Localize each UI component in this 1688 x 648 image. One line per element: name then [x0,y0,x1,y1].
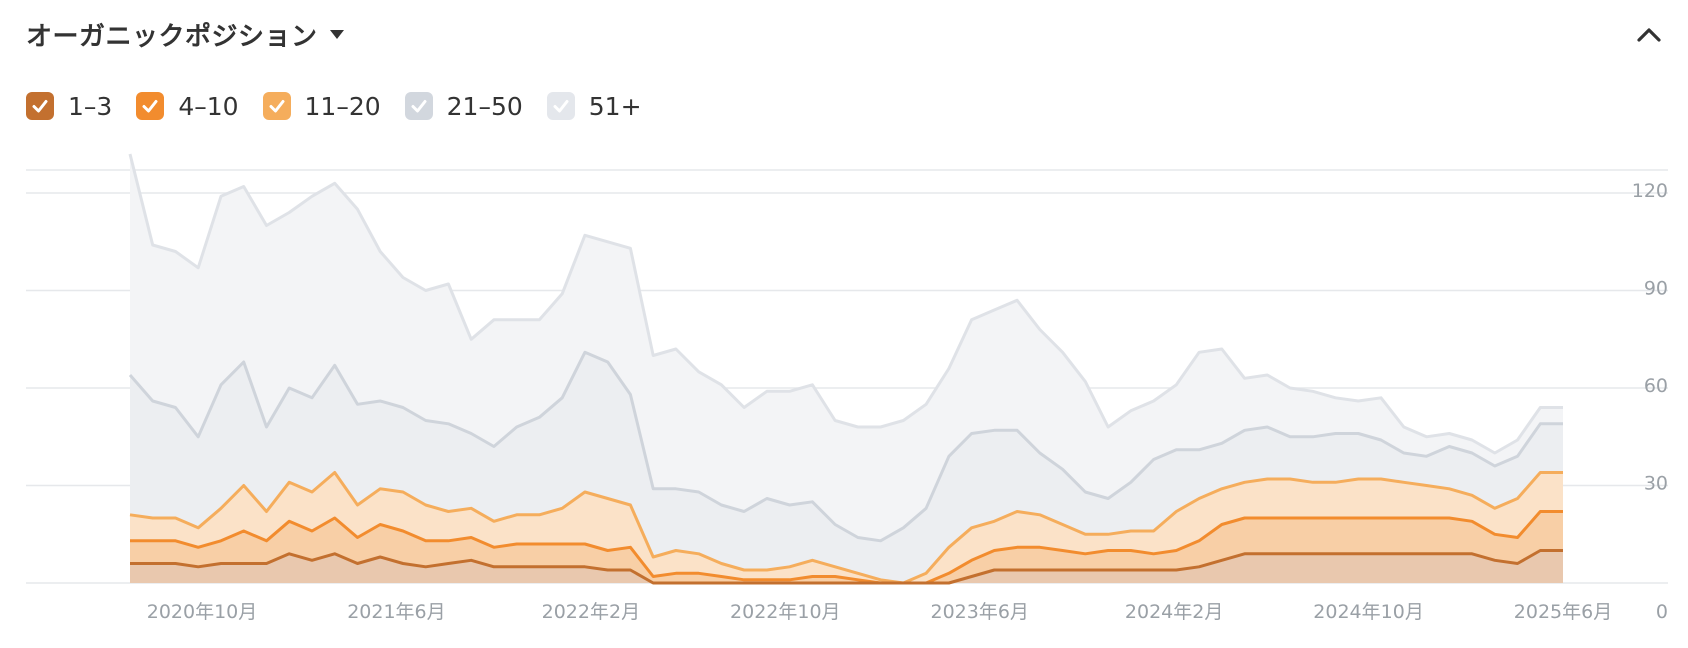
page-title: オーガニックポジション [26,21,318,52]
checkbox-checked-icon[interactable] [136,92,165,120]
legend-item-4-10[interactable]: 4–10 [136,91,239,121]
x-tick-label: 2023年6月 [930,601,1028,623]
legend-item-21-50[interactable]: 21–50 [404,91,523,121]
x-tick-label: 2022年2月 [542,601,640,623]
series-line-21–50 [128,350,1563,543]
series-line-51+ [128,153,1563,455]
legend: 1–3 4–10 11–20 21–50 51+ [26,86,666,126]
dropdown-caret-icon[interactable] [329,29,344,39]
legend-item-11-20[interactable]: 11–20 [262,91,381,121]
series-line-11–20 [129,471,1563,585]
y-tick-label: 30 [1644,473,1668,495]
legend-item-51-plus[interactable]: 51+ [546,91,642,121]
series-line-4–10 [130,510,1563,585]
collapse-chevron-icon[interactable] [1632,18,1666,52]
x-tick-label: 2025年6月 [1514,601,1612,623]
y-tick-label: 90 [1644,278,1668,300]
x-tick-label: 2022年10月 [730,601,841,623]
checkbox-checked-icon[interactable] [404,92,433,120]
legend-label: 4–10 [178,91,239,121]
chart-header: オーガニックポジション [26,14,344,54]
x-tick-label: 2020年10月 [147,601,258,623]
series-line-1–3 [130,549,1563,585]
area-1–3 [130,550,1563,583]
y-tick-label: 0 [1656,601,1668,623]
y-tick-label: 60 [1644,375,1668,397]
legend-label: 1–3 [68,91,113,121]
legend-label: 51+ [588,91,642,121]
checkbox-checked-icon[interactable] [26,92,54,120]
legend-label: 11–20 [304,91,381,121]
x-tick-label: 2021年6月 [347,601,445,623]
x-tick-label: 2024年10月 [1313,601,1424,623]
checkbox-checked-icon[interactable] [262,92,291,120]
y-tick-label: 120 [1632,180,1668,202]
x-tick-label: 2024年2月 [1125,601,1223,623]
legend-label: 21–50 [446,91,523,121]
checkbox-checked-icon[interactable] [546,92,575,120]
legend-item-1-3[interactable]: 1–3 [26,92,112,121]
organic-positions-chart: 0 30 60 90 120 2020年10月 2021年6月 2022年2月 2022年10月… [26,153,1668,623]
